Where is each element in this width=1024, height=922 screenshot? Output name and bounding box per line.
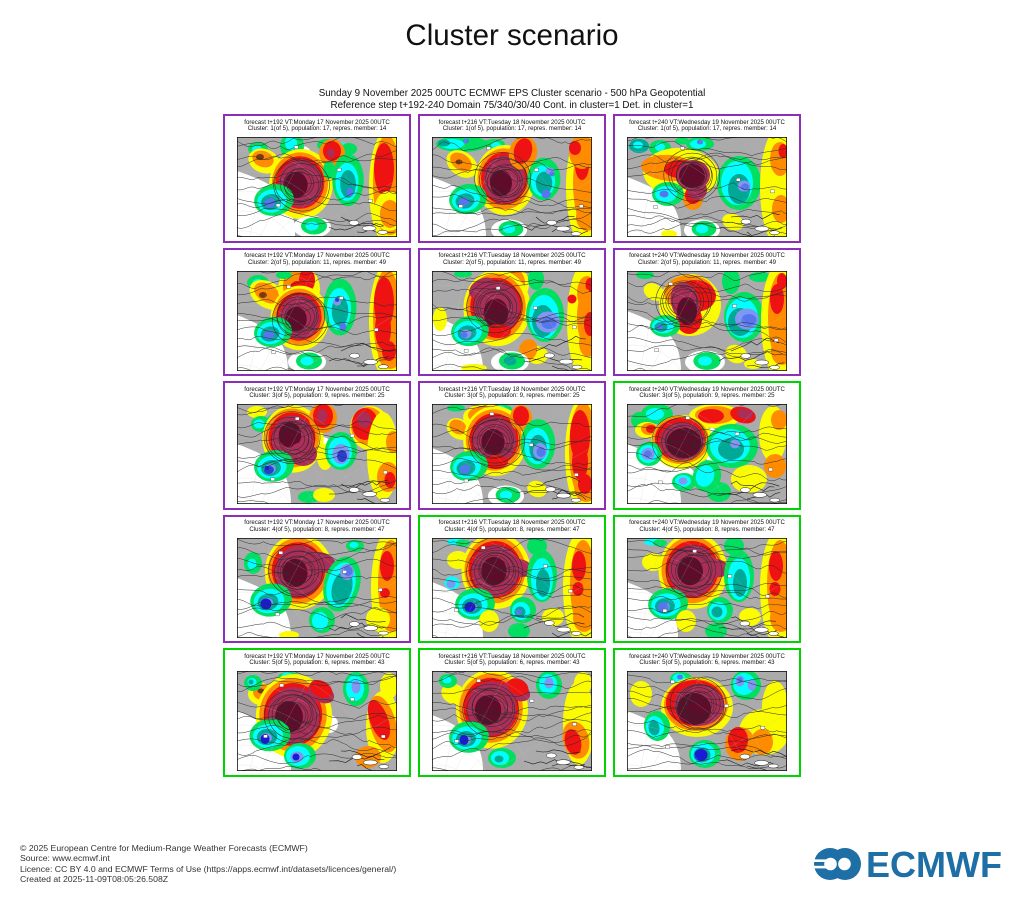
svg-text:ECMWF: ECMWF [866, 846, 1002, 882]
